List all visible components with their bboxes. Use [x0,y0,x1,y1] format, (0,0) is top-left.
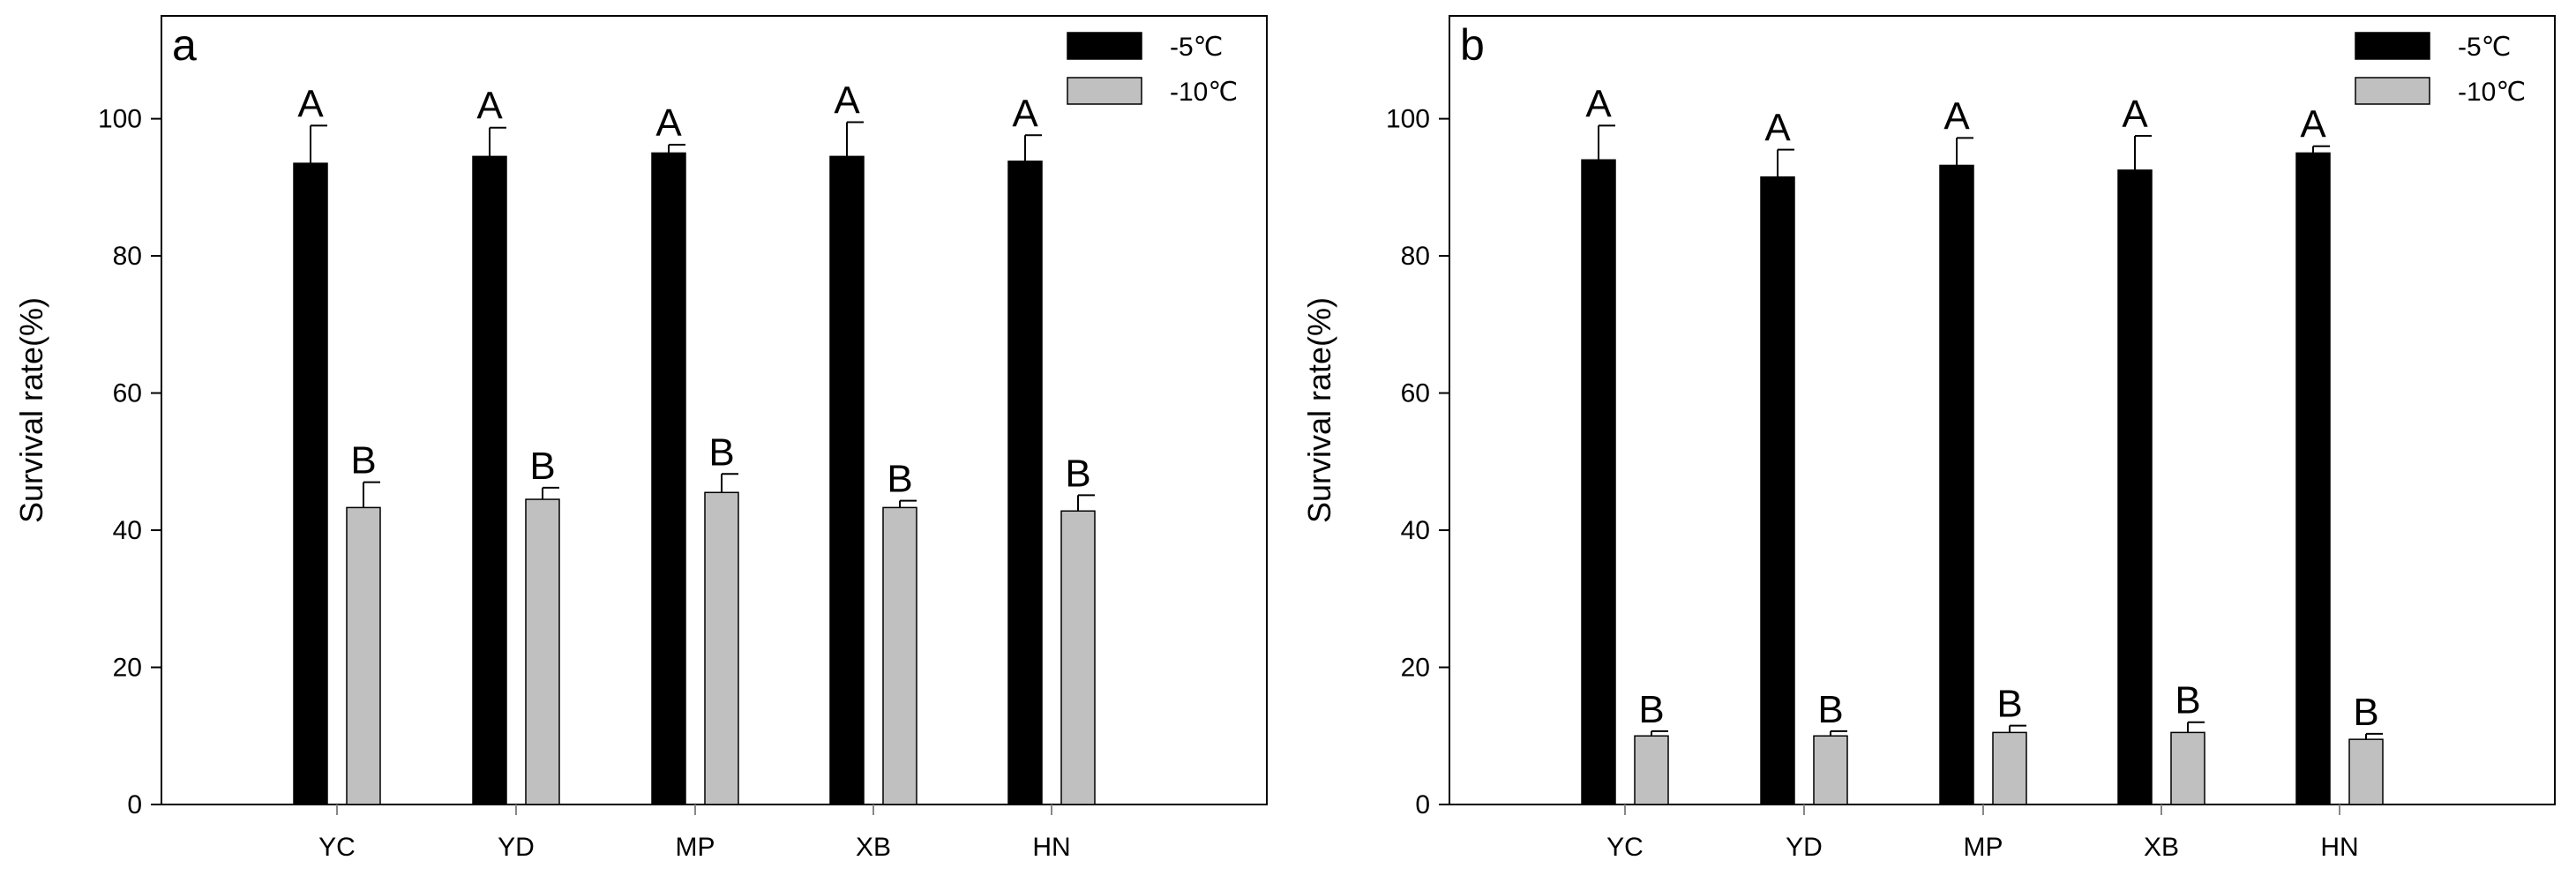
bar-minus10 [346,506,381,805]
y-tick-label: 100 [98,105,142,134]
significance-letter: B [350,439,376,483]
legend-swatch [2355,32,2430,60]
bar-minus10 [882,506,917,805]
significance-letter: B [1065,452,1090,495]
legend-label: -10℃ [2458,78,2526,107]
x-category-label: YD [1786,833,1823,862]
significance-letter: A [297,82,324,125]
y-tick-label: 0 [127,790,142,819]
y-axis-title: Survival rate(%) [1301,297,1337,523]
x-category-label: HN [1032,833,1070,862]
y-tick-label: 0 [1415,790,1430,819]
panel-letter: a [172,20,197,70]
bar-minus5 [1007,161,1043,805]
bar-minus5 [2117,169,2153,805]
significance-letter: B [1817,688,1843,731]
legend-swatch [1067,32,1142,60]
bar-minus5 [2295,152,2331,805]
legend-label: -5℃ [2458,33,2511,62]
significance-letter: A [1585,82,1612,125]
x-category-label: HN [2320,833,2358,862]
y-tick-label: 60 [1401,379,1430,408]
significance-letter: B [529,445,555,488]
y-tick-label: 80 [113,242,142,271]
x-category-label: YC [1606,833,1644,862]
chart-panel-a: 0 20 40 60 80 100 Survival rate(%) a YC A B YD A B MP A… [13,15,1268,862]
bar-minus5 [1939,164,1974,805]
bar-minus5 [1760,176,1795,805]
x-category-label: MP [676,833,715,862]
significance-letter: A [834,79,860,122]
x-category-label: YC [318,833,356,862]
bar-minus10 [1992,731,2027,805]
bar-minus10 [1060,510,1096,805]
bar-minus5 [293,162,328,805]
significance-letter: B [708,430,734,474]
bar-minus10 [2170,731,2205,805]
significance-letter: B [2175,679,2200,722]
significance-letter: B [1638,688,1664,731]
significance-letter: B [1996,683,2022,726]
bar-minus5 [1581,159,1616,805]
significance-letter: A [1764,107,1791,150]
bar-minus5 [829,155,865,805]
x-category-label: MP [1964,833,2003,862]
legend-label: -5℃ [1170,33,1223,62]
y-tick-label: 40 [113,516,142,545]
y-tick-label: 60 [113,379,142,408]
legend-swatch [1067,77,1142,105]
significance-letter: A [2122,93,2148,136]
significance-letter: B [887,458,912,501]
significance-letter: A [2300,103,2326,146]
significance-letter: A [1943,94,1970,138]
bar-minus10 [1634,735,1669,805]
significance-letter: B [2353,691,2378,734]
y-tick-label: 20 [1401,654,1430,683]
bar-minus10 [1813,735,1848,805]
significance-letter: A [1012,92,1038,135]
x-category-label: XB [856,833,891,862]
y-tick-label: 80 [1401,242,1430,271]
significance-letter: A [476,85,503,128]
panel-letter: b [1460,20,1485,70]
y-axis-title: Survival rate(%) [13,297,49,523]
bar-minus10 [704,491,739,805]
legend-swatch [2355,77,2430,105]
bar-minus10 [525,498,560,805]
bar-minus5 [651,152,686,805]
x-category-label: YD [498,833,535,862]
significance-letter: A [655,101,682,145]
bar-minus5 [472,155,507,805]
chart-panel-b: 0 20 40 60 80 100 Survival rate(%) b YC A B YD A B MP A… [1301,15,2556,862]
legend-label: -10℃ [1170,78,1238,107]
y-tick-label: 100 [1386,105,1430,134]
y-tick-label: 40 [1401,516,1430,545]
bar-minus10 [2348,738,2384,805]
y-tick-label: 20 [113,654,142,683]
x-category-label: XB [2144,833,2179,862]
